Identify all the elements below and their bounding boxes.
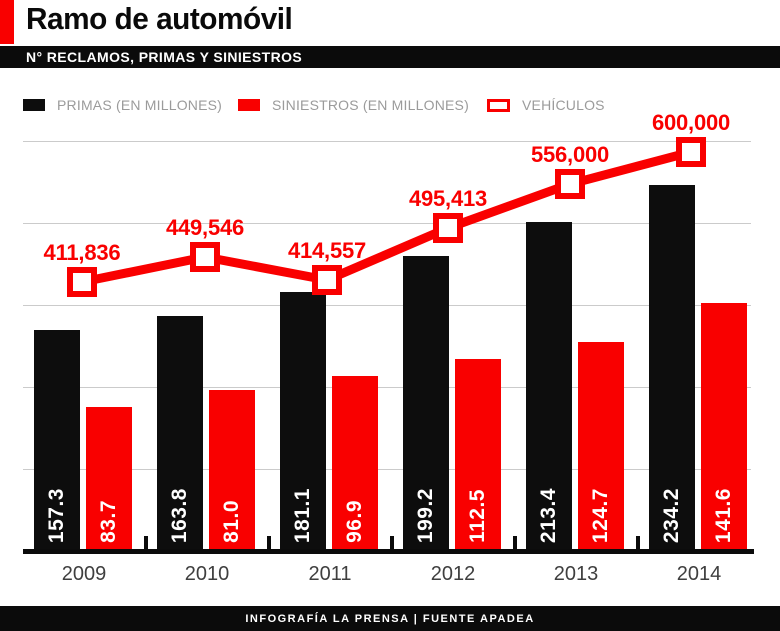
page-title: Ramo de automóvil — [26, 1, 293, 36]
siniestros-bar-value-label: 81.0 — [220, 500, 243, 543]
vehiculos-marker-2010 — [190, 242, 220, 272]
legend: PRIMAS (EN MILLONES) SINIESTROS (EN MILL… — [0, 97, 780, 115]
primas-bar-2014: 234.2 — [649, 185, 695, 552]
vehiculos-marker-2011 — [312, 265, 342, 295]
primas-bar-2011: 181.1 — [280, 292, 326, 552]
gridline — [23, 387, 751, 388]
siniestros-bar-2011: 96.9 — [332, 376, 378, 552]
gridline — [23, 141, 751, 142]
legend-swatch-primas-icon — [23, 99, 45, 111]
legend-label-siniestros: SINIESTROS (EN MILLONES) — [272, 97, 469, 113]
legend-item-primas: PRIMAS (EN MILLONES) — [23, 97, 222, 113]
vehiculos-value-label-2012: 495,413 — [408, 186, 488, 211]
siniestros-bar-value-label: 83.7 — [97, 500, 120, 543]
gridline — [23, 305, 751, 306]
footer-credit: INFOGRAFÍA LA PRENSA | FUENTE APADEA — [245, 612, 535, 625]
gridline — [23, 223, 751, 224]
vehiculos-value-label-2013: 556,000 — [530, 142, 610, 167]
legend-label-primas: PRIMAS (EN MILLONES) — [57, 97, 223, 113]
legend-swatch-siniestros-icon — [238, 99, 260, 111]
primas-bar-2012: 199.2 — [403, 256, 449, 552]
year-label-2011: 2011 — [308, 563, 352, 585]
year-label-2010: 2010 — [184, 563, 230, 585]
vehiculos-value-label-2009: 411,836 — [43, 240, 121, 265]
siniestros-bar-2013: 124.7 — [578, 342, 624, 552]
x-axis — [23, 549, 754, 554]
siniestros-bar-2010: 81.0 — [209, 390, 255, 552]
legend-item-siniestros: SINIESTROS (EN MILLONES) — [238, 97, 469, 113]
legend-label-vehiculos: VEHÍCULOS — [522, 97, 605, 113]
vehiculos-value-label-2010: 449,546 — [165, 215, 245, 240]
x-axis-tick — [390, 536, 394, 549]
primas-bar-value-label: 213.4 — [537, 487, 560, 543]
x-axis-tick — [636, 536, 640, 549]
primas-bar-2010: 163.8 — [157, 316, 203, 552]
legend-swatch-vehiculos-icon — [487, 98, 510, 112]
x-axis-tick — [513, 536, 517, 549]
siniestros-bar-value-label: 124.7 — [589, 487, 612, 543]
x-axis-tick — [267, 536, 271, 549]
siniestros-bar-value-label: 141.6 — [712, 487, 735, 543]
vehiculos-value-label-2011: 414,557 — [287, 238, 367, 263]
gridline — [23, 469, 751, 470]
year-label-2014: 2014 — [676, 563, 722, 585]
year-label-2013: 2013 — [553, 563, 599, 585]
primas-bar-value-label: 163.8 — [168, 487, 191, 543]
legend-item-vehiculos: VEHÍCULOS — [487, 97, 605, 113]
subtitle-bar: N° RECLAMOS, PRIMAS Y SINIESTROS — [0, 46, 780, 68]
primas-bar-value-label: 181.1 — [291, 487, 314, 543]
siniestros-bar-value-label: 112.5 — [466, 489, 489, 543]
footer-bar: INFOGRAFÍA LA PRENSA | FUENTE APADEA — [0, 606, 780, 631]
siniestros-bar-value-label: 96.9 — [343, 500, 366, 543]
vehiculos-marker-2009 — [67, 267, 97, 297]
vehiculos-value-label-2014: 600,000 — [651, 110, 731, 135]
primas-bar-value-label: 234.2 — [660, 487, 683, 543]
primas-bar-2009: 157.3 — [34, 330, 80, 552]
primas-bar-value-label: 157.3 — [45, 487, 68, 543]
vehiculos-marker-2014 — [676, 137, 706, 167]
x-axis-tick — [144, 536, 148, 549]
year-label-2009: 2009 — [61, 563, 107, 585]
vehiculos-marker-2013 — [555, 169, 585, 199]
subtitle-text: N° RECLAMOS, PRIMAS Y SINIESTROS — [26, 49, 303, 65]
siniestros-bar-2012: 112.5 — [455, 359, 501, 552]
primas-bar-2013: 213.4 — [526, 222, 572, 552]
year-label-2012: 2012 — [430, 563, 476, 585]
siniestros-bar-2014: 141.6 — [701, 303, 747, 552]
red-accent-bar — [0, 0, 14, 44]
siniestros-bar-2009: 83.7 — [86, 407, 132, 552]
primas-bar-value-label: 199.2 — [414, 487, 437, 543]
vehiculos-marker-2012 — [433, 213, 463, 243]
